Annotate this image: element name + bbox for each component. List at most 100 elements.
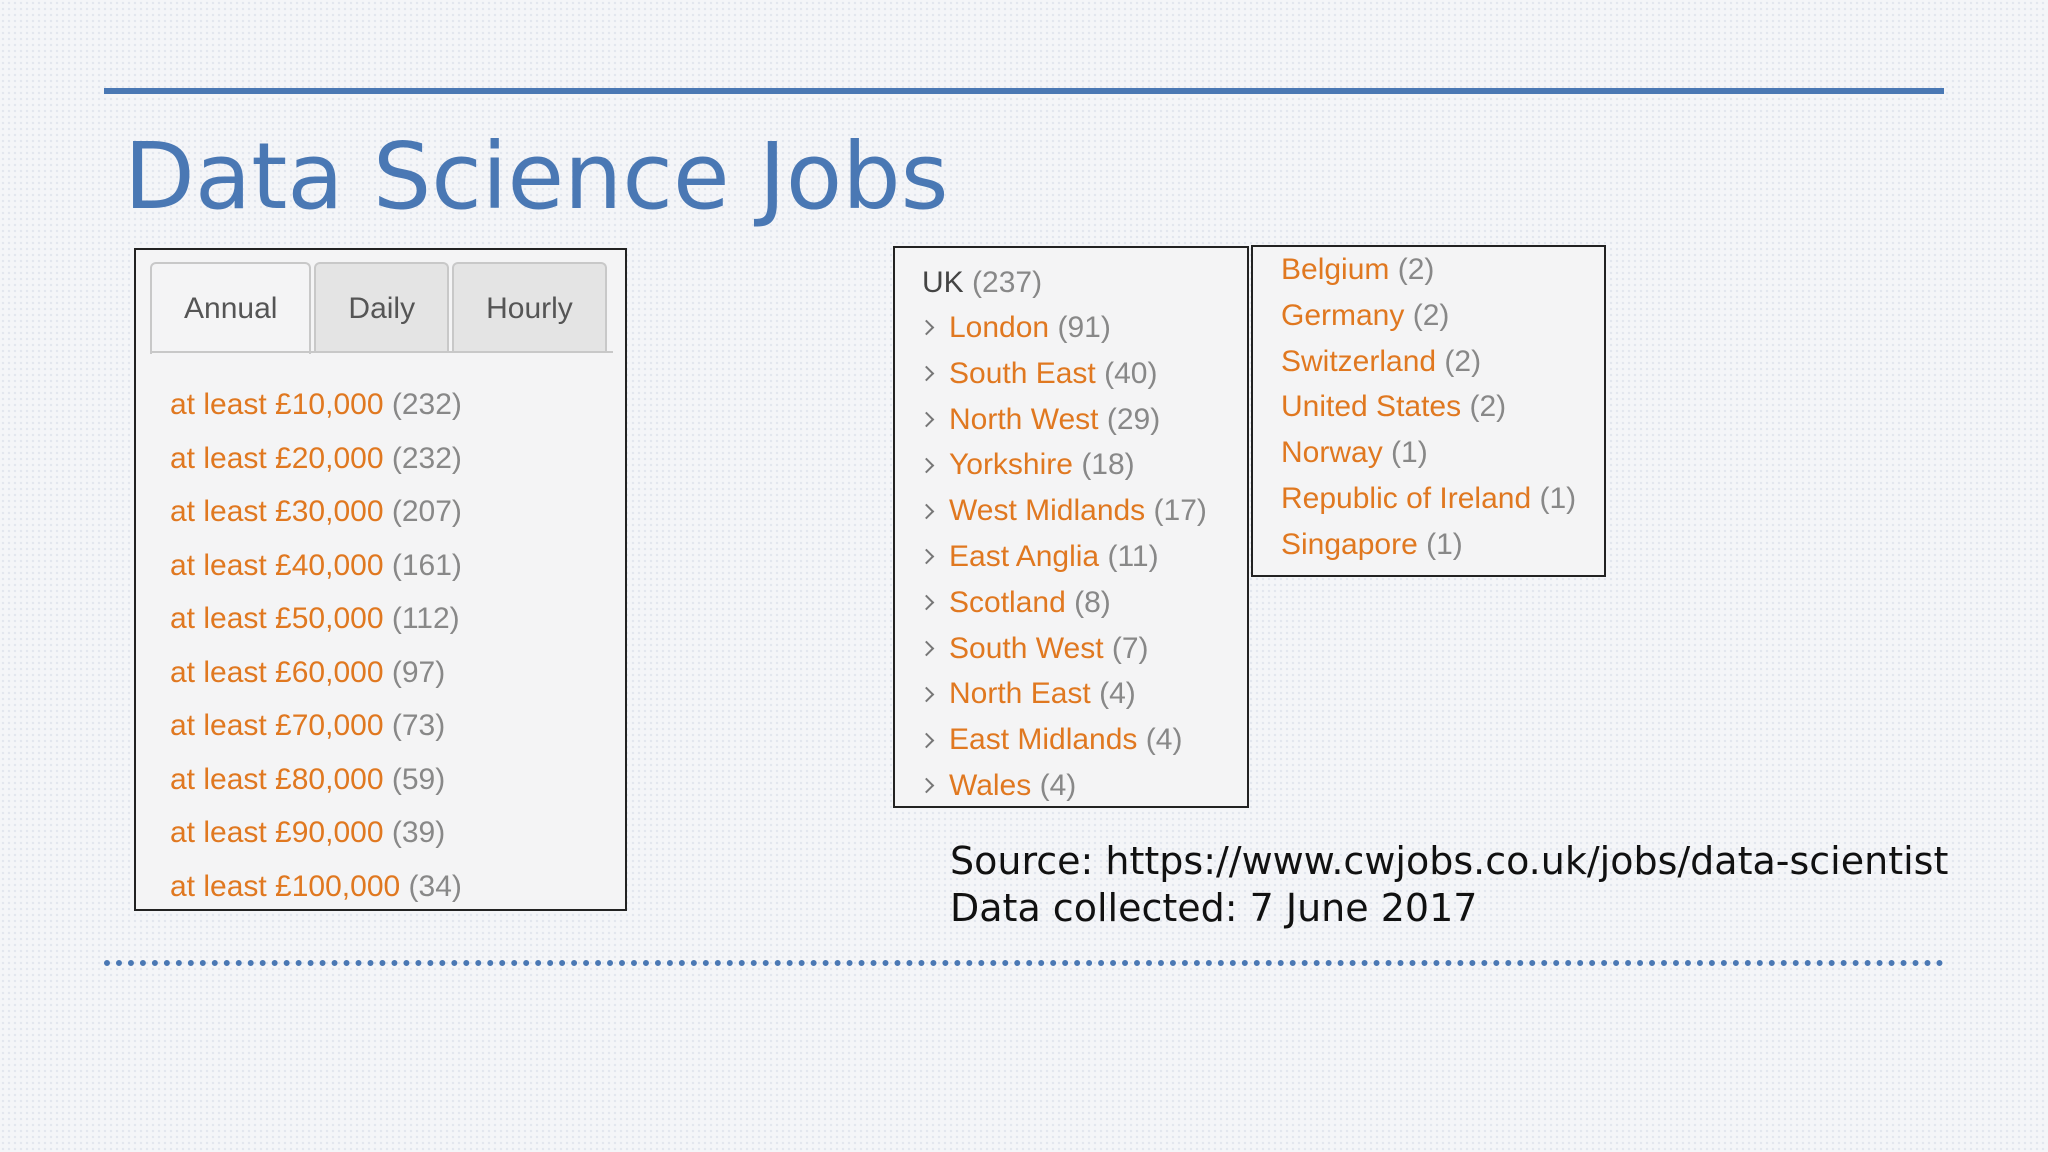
region-link[interactable]: East Midlands bbox=[949, 723, 1138, 757]
country-link[interactable]: Singapore bbox=[1281, 527, 1418, 561]
list-item: London (91) bbox=[918, 305, 1207, 351]
list-item: East Anglia (11) bbox=[918, 534, 1207, 580]
salary-count: (112) bbox=[391, 602, 460, 635]
list-item: Wales (4) bbox=[918, 763, 1207, 809]
data-collected-date: Data collected: 7 June 2017 bbox=[950, 886, 1478, 930]
country-count: (2) bbox=[1412, 298, 1450, 332]
tab-daily[interactable]: Daily bbox=[314, 262, 450, 352]
region-list: London (91) South East (40) North West (… bbox=[918, 305, 1207, 809]
country-count: (1) bbox=[1426, 527, 1463, 561]
region-count: (18) bbox=[1081, 448, 1135, 482]
salary-count: (39) bbox=[391, 816, 446, 849]
region-link[interactable]: South East bbox=[949, 356, 1096, 390]
salary-count: (161) bbox=[391, 548, 462, 582]
salary-count: (59) bbox=[391, 762, 446, 796]
salary-list: at least £10,000 (232) at least £20,000 … bbox=[170, 378, 462, 913]
list-item: Norway (1) bbox=[1281, 430, 1576, 476]
salary-link[interactable]: at least £90,000 bbox=[170, 816, 384, 849]
country-list: Belgium (2) Germany (2) Switzerland (2) … bbox=[1281, 247, 1576, 568]
region-link[interactable]: London bbox=[949, 311, 1050, 344]
salary-link[interactable]: at least £50,000 bbox=[170, 602, 384, 635]
salary-count: (34) bbox=[408, 869, 462, 903]
list-item: West Midlands (17) bbox=[918, 488, 1207, 534]
list-item: Singapore (1) bbox=[1281, 522, 1576, 568]
list-item: Scotland (8) bbox=[918, 580, 1207, 626]
region-link[interactable]: East Anglia bbox=[949, 539, 1100, 573]
chevron-right-icon[interactable] bbox=[918, 640, 935, 657]
list-item: at least £50,000 (112) bbox=[170, 592, 462, 646]
salary-count: (73) bbox=[391, 709, 446, 742]
uk-count: (237) bbox=[972, 266, 1043, 299]
list-item: Republic of Ireland (1) bbox=[1281, 476, 1576, 522]
region-link[interactable]: Yorkshire bbox=[949, 448, 1073, 482]
region-count: (7) bbox=[1111, 631, 1149, 665]
chevron-right-icon[interactable] bbox=[918, 365, 935, 382]
region-link[interactable]: North East bbox=[949, 677, 1091, 711]
region-link[interactable]: West Midlands bbox=[949, 494, 1146, 528]
salary-link[interactable]: at least £70,000 bbox=[170, 709, 384, 742]
chevron-right-icon[interactable] bbox=[918, 411, 935, 428]
chevron-right-icon[interactable] bbox=[918, 594, 935, 611]
tab-hourly[interactable]: Hourly bbox=[452, 262, 607, 352]
country-link[interactable]: Belgium bbox=[1281, 253, 1390, 286]
region-count: (29) bbox=[1106, 402, 1161, 436]
country-link[interactable]: Germany bbox=[1281, 298, 1405, 332]
chevron-right-icon[interactable] bbox=[918, 320, 935, 336]
chevron-right-icon[interactable] bbox=[918, 503, 935, 519]
region-link[interactable]: Wales bbox=[949, 768, 1032, 802]
international-location-panel: Belgium (2) Germany (2) Switzerland (2) … bbox=[1251, 245, 1606, 577]
salary-link[interactable]: at least £40,000 bbox=[170, 548, 384, 582]
region-link[interactable]: North West bbox=[949, 402, 1099, 436]
country-count: (2) bbox=[1397, 253, 1435, 286]
salary-tabs: Annual Daily Hourly bbox=[150, 262, 610, 354]
list-item: at least £10,000 (232) bbox=[170, 378, 462, 432]
chevron-right-icon[interactable] bbox=[918, 732, 935, 748]
slide-title: Data Science Jobs bbox=[124, 123, 949, 230]
country-link[interactable]: Norway bbox=[1281, 436, 1383, 470]
country-link[interactable]: Switzerland bbox=[1281, 344, 1437, 378]
salary-link[interactable]: at least £60,000 bbox=[170, 655, 384, 689]
salary-count: (232) bbox=[391, 441, 462, 475]
salary-filter-panel: Annual Daily Hourly at least £10,000 (23… bbox=[134, 248, 627, 911]
list-item: United States (2) bbox=[1281, 384, 1576, 430]
top-rule bbox=[104, 88, 1944, 94]
list-item: at least £100,000 (34) bbox=[170, 860, 462, 914]
salary-link[interactable]: at least £30,000 bbox=[170, 495, 384, 528]
tab-annual[interactable]: Annual bbox=[150, 262, 312, 354]
salary-count: (232) bbox=[391, 388, 462, 421]
source-url: Source: https://www.cwjobs.co.uk/jobs/da… bbox=[950, 839, 1949, 883]
salary-link[interactable]: at least £100,000 bbox=[170, 869, 401, 903]
region-count: (11) bbox=[1107, 539, 1159, 573]
country-count: (2) bbox=[1444, 344, 1482, 378]
region-count: (17) bbox=[1153, 494, 1207, 528]
uk-heading: UK (237) bbox=[922, 260, 1042, 306]
region-count: (4) bbox=[1145, 723, 1183, 757]
list-item: at least £80,000 (59) bbox=[170, 753, 462, 807]
list-item: Yorkshire (18) bbox=[918, 442, 1207, 488]
list-item: Germany (2) bbox=[1281, 293, 1576, 339]
country-count: (1) bbox=[1539, 481, 1577, 515]
list-item: South East (40) bbox=[918, 351, 1207, 397]
list-item: at least £90,000 (39) bbox=[170, 806, 462, 860]
list-item: North West (29) bbox=[918, 397, 1207, 443]
country-link[interactable]: Republic of Ireland bbox=[1281, 481, 1532, 515]
list-item: Switzerland (2) bbox=[1281, 339, 1576, 385]
chevron-right-icon[interactable] bbox=[918, 457, 935, 474]
chevron-right-icon[interactable] bbox=[918, 686, 935, 703]
list-item: at least £40,000 (161) bbox=[170, 539, 462, 593]
salary-link[interactable]: at least £80,000 bbox=[170, 762, 384, 796]
uk-label[interactable]: UK bbox=[922, 266, 964, 299]
region-link[interactable]: South West bbox=[949, 631, 1104, 665]
salary-link[interactable]: at least £20,000 bbox=[170, 441, 384, 475]
region-count: (40) bbox=[1104, 356, 1158, 390]
list-item: at least £60,000 (97) bbox=[170, 646, 462, 700]
country-count: (2) bbox=[1469, 390, 1507, 424]
salary-link[interactable]: at least £10,000 bbox=[170, 388, 384, 421]
region-link[interactable]: Scotland bbox=[949, 585, 1066, 619]
chevron-right-icon[interactable] bbox=[918, 778, 935, 794]
country-link[interactable]: United States bbox=[1281, 390, 1462, 424]
list-item: at least £20,000 (232) bbox=[170, 432, 462, 486]
tab-divider bbox=[150, 351, 613, 353]
chevron-right-icon[interactable] bbox=[918, 549, 935, 565]
list-item: at least £70,000 (73) bbox=[170, 699, 462, 753]
